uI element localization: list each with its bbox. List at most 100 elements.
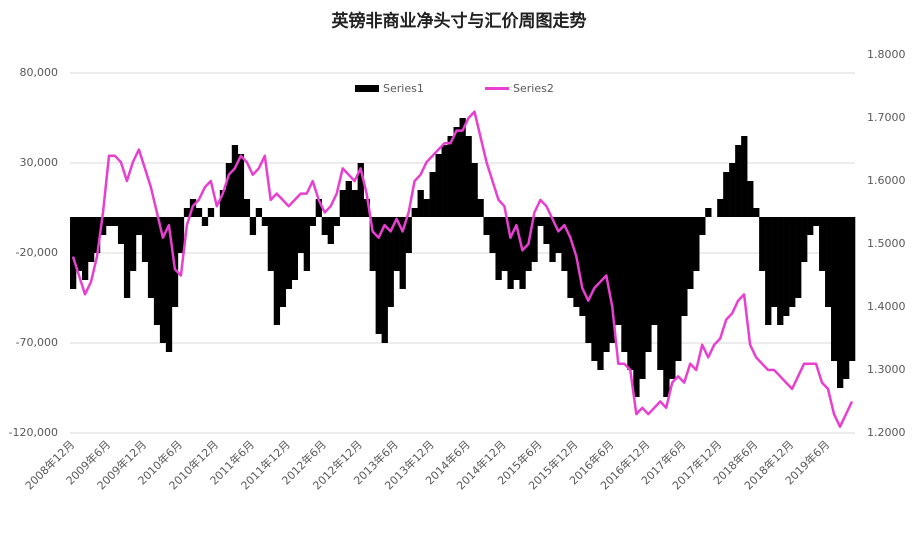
bar [699, 217, 706, 235]
bar [135, 217, 143, 235]
bar [369, 217, 376, 271]
bar [381, 217, 388, 343]
bar [597, 217, 604, 370]
bar [627, 217, 634, 370]
bar [453, 127, 460, 217]
bar [297, 217, 305, 253]
bar [435, 154, 442, 217]
bar [783, 217, 790, 316]
bar [777, 217, 784, 325]
bar [477, 199, 484, 217]
bar [375, 217, 382, 334]
bar [87, 217, 95, 262]
bar [249, 217, 257, 235]
bar [423, 199, 430, 217]
bar [825, 217, 832, 307]
y2-tick-label: 1.3000 [867, 363, 906, 376]
bar [561, 217, 568, 271]
bar [663, 217, 670, 397]
bar [651, 217, 658, 325]
bar [669, 217, 676, 379]
bar [399, 217, 406, 289]
bar [243, 199, 251, 217]
bar [195, 208, 203, 217]
bar [657, 217, 664, 370]
bar [687, 217, 694, 289]
bar [315, 199, 322, 217]
bar [75, 217, 83, 271]
y-tick-label: -70,000 [16, 336, 58, 349]
bar [309, 217, 316, 226]
bar [387, 217, 394, 307]
bar [543, 217, 550, 244]
bar [771, 217, 778, 307]
bar [519, 217, 526, 289]
bar [429, 172, 436, 217]
bar [327, 217, 334, 244]
bar [501, 217, 508, 271]
bar [291, 217, 299, 280]
legend-swatch [355, 85, 379, 92]
bar [81, 217, 89, 280]
bar [759, 217, 766, 271]
bar [675, 217, 682, 361]
bar [579, 217, 586, 316]
bar [459, 118, 466, 217]
bar [351, 190, 358, 217]
y2-tick-label: 1.2000 [867, 426, 906, 439]
legend-label: Series2 [513, 82, 554, 95]
y2-tick-label: 1.8000 [867, 48, 906, 61]
bar [261, 217, 269, 226]
bar [273, 217, 281, 325]
bar [363, 199, 370, 217]
bar [483, 217, 490, 235]
bar [411, 208, 418, 217]
bar [693, 217, 700, 271]
bar [531, 217, 538, 262]
bar [513, 217, 520, 280]
bar [567, 217, 574, 298]
bar [549, 217, 556, 262]
bar [447, 136, 454, 217]
bar [723, 172, 730, 217]
bar [717, 199, 724, 217]
bar [231, 145, 239, 217]
bar [333, 217, 340, 226]
y-tick-label: -20,000 [16, 246, 58, 259]
bar [819, 217, 826, 271]
bar [621, 217, 628, 352]
bar [813, 217, 820, 226]
bar [741, 136, 748, 217]
bar [99, 217, 107, 235]
bar [831, 217, 838, 361]
bar [705, 208, 712, 217]
bar [183, 208, 191, 217]
bar [801, 217, 808, 262]
bar [279, 217, 287, 307]
bar [285, 217, 293, 289]
y2-tick-label: 1.7000 [867, 111, 906, 124]
bar [255, 208, 263, 217]
bar [603, 217, 610, 352]
bar [645, 217, 652, 352]
bar [789, 217, 796, 307]
bar [201, 217, 209, 226]
bar [405, 217, 412, 253]
bar [555, 217, 562, 253]
bar [219, 190, 227, 217]
bar [615, 217, 622, 325]
line [71, 110, 854, 428]
bar [165, 217, 173, 352]
bar [267, 217, 275, 271]
bar [321, 217, 328, 235]
bar [123, 217, 131, 298]
bar [441, 145, 448, 217]
bar [93, 217, 101, 253]
bar [849, 217, 856, 361]
bar [207, 208, 215, 217]
bar [465, 136, 472, 217]
y2-tick-label: 1.4000 [867, 300, 906, 313]
chart-title: 英镑非商业净头寸与汇价周图走势 [332, 11, 587, 32]
y2-tick-label: 1.6000 [867, 174, 906, 187]
